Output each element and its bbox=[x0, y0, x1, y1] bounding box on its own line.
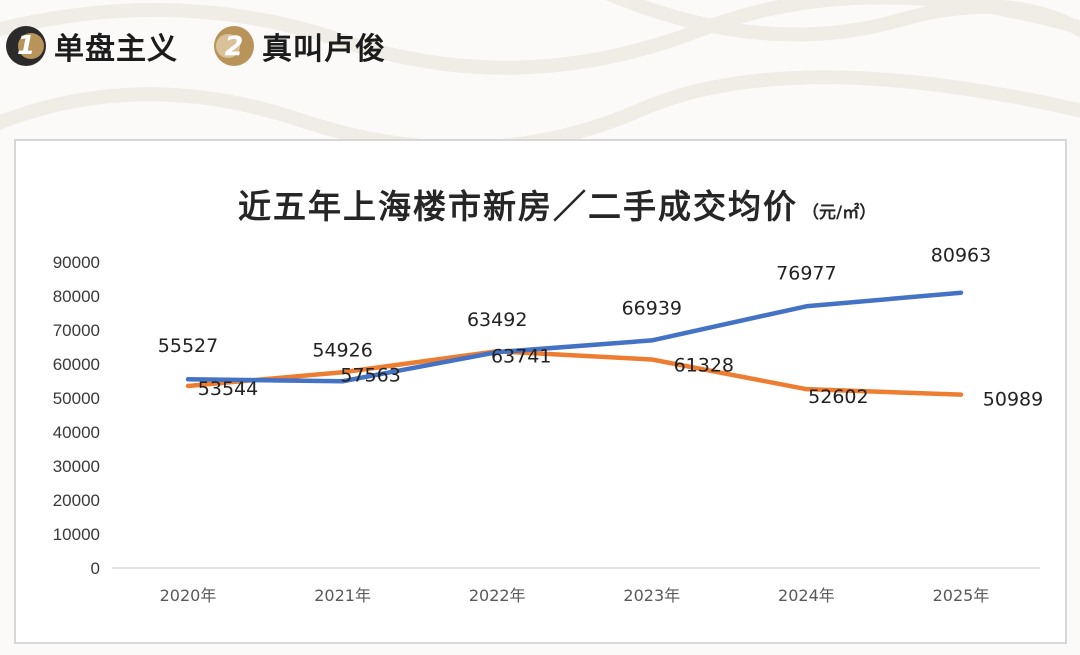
data-label-second-hand: 53544 bbox=[198, 378, 258, 400]
y-tick-label: 60000 bbox=[53, 355, 100, 374]
data-label-second-hand: 52602 bbox=[808, 386, 868, 408]
x-tick-label: 2025年 bbox=[933, 586, 990, 605]
number-one-badge-icon: 1 bbox=[6, 26, 46, 66]
data-label-second-hand: 61328 bbox=[674, 354, 734, 376]
data-label-new-house: 76977 bbox=[776, 262, 836, 284]
data-label-second-hand: 63741 bbox=[491, 345, 551, 367]
data-label-new-house: 63492 bbox=[467, 309, 527, 331]
header-tag-1: 1 单盘主义 bbox=[4, 24, 178, 68]
header-tag-2: 2 真叫卢俊 bbox=[212, 24, 386, 68]
number-two-badge-icon: 2 bbox=[214, 26, 254, 66]
y-tick-label: 40000 bbox=[53, 423, 100, 442]
x-tick-label: 2021年 bbox=[314, 586, 371, 605]
y-tick-label: 70000 bbox=[53, 321, 100, 340]
y-tick-label: 0 bbox=[91, 559, 100, 578]
data-label-new-house: 55527 bbox=[158, 335, 218, 357]
series-line-second-hand bbox=[185, 349, 964, 397]
badge-number-1: 1 bbox=[17, 31, 35, 61]
series-line-new-house bbox=[185, 290, 964, 384]
y-tick-label: 20000 bbox=[53, 491, 100, 510]
y-tick-label: 80000 bbox=[53, 287, 100, 306]
tag-label-2: 真叫卢俊 bbox=[262, 32, 386, 67]
x-tick-label: 2024年 bbox=[778, 586, 835, 605]
y-tick-label: 10000 bbox=[53, 525, 100, 544]
data-label-new-house: 66939 bbox=[622, 297, 682, 319]
x-tick-label: 2023年 bbox=[623, 586, 680, 605]
data-label-second-hand: 50989 bbox=[983, 389, 1043, 411]
y-tick-label: 30000 bbox=[53, 457, 100, 476]
data-label-new-house: 80963 bbox=[931, 245, 991, 267]
y-tick-label: 90000 bbox=[53, 253, 100, 272]
data-label-second-hand: 57563 bbox=[340, 364, 400, 386]
badge-number-2: 2 bbox=[225, 31, 244, 62]
y-tick-label: 50000 bbox=[53, 389, 100, 408]
chart-unit: （元/㎡） bbox=[802, 203, 877, 223]
x-tick-label: 2022年 bbox=[469, 586, 526, 605]
data-label-new-house: 54926 bbox=[312, 339, 372, 361]
chart-title-text: 近五年上海楼市新房／二手成交均价 bbox=[238, 187, 798, 226]
chart-title: 近五年上海楼市新房／二手成交均价 （元/㎡） bbox=[238, 180, 876, 230]
tag-label-1: 单盘主义 bbox=[54, 32, 178, 67]
x-tick-label: 2020年 bbox=[160, 586, 217, 605]
header-tags: 1 单盘主义 2 真叫卢俊 bbox=[0, 22, 386, 70]
